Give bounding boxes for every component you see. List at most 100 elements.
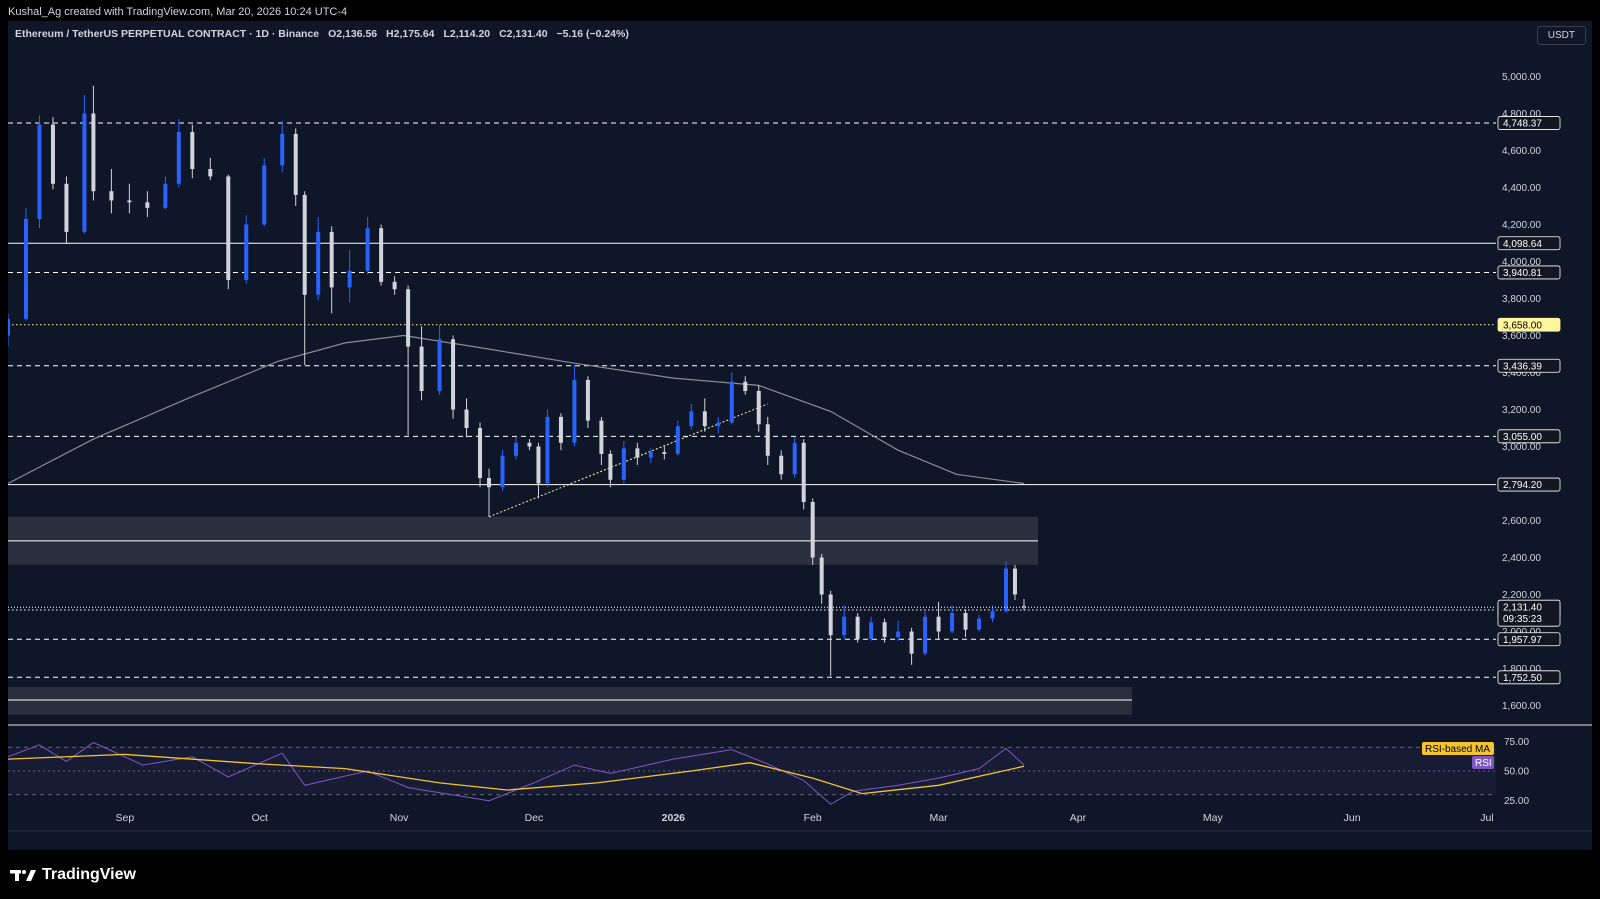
- price-level-label: 2,794.20: [1503, 480, 1542, 491]
- candle-body[interactable]: [190, 132, 195, 169]
- price-level-label: 3,658.00: [1503, 320, 1542, 331]
- candle-body[interactable]: [810, 502, 815, 558]
- candle-body[interactable]: [756, 391, 761, 425]
- candle-body[interactable]: [648, 452, 653, 458]
- candle-body[interactable]: [527, 442, 532, 447]
- candle-body[interactable]: [1012, 568, 1017, 595]
- price-axis-tick: 1,600.00: [1502, 701, 1541, 712]
- candle-body[interactable]: [990, 611, 995, 619]
- candle-body[interactable]: [792, 442, 797, 475]
- candle-body[interactable]: [923, 616, 928, 654]
- candle-body[interactable]: [163, 183, 168, 208]
- candle-body[interactable]: [635, 448, 640, 458]
- candle-body[interactable]: [406, 289, 411, 347]
- candle-body[interactable]: [819, 557, 824, 595]
- candle-body[interactable]: [365, 228, 370, 271]
- candle-body[interactable]: [869, 622, 874, 639]
- candle-body[interactable]: [347, 270, 352, 288]
- chart-svg[interactable]: 1,600.001,800.002,000.002,200.002,400.00…: [8, 21, 1592, 850]
- candle-body[interactable]: [572, 379, 577, 443]
- candle-body[interactable]: [37, 124, 42, 219]
- candle-body[interactable]: [379, 228, 384, 282]
- candle-body[interactable]: [329, 231, 334, 288]
- candle-body[interactable]: [8, 318, 10, 336]
- candle-body[interactable]: [176, 132, 181, 184]
- candle-body[interactable]: [896, 631, 901, 638]
- symbol-name: Ethereum / TetherUS PERPETUAL CONTRACT ·…: [15, 28, 320, 40]
- rsi-legend-label: RSI-based MA: [1425, 744, 1490, 755]
- chart-canvas[interactable]: 1,600.001,800.002,000.002,200.002,400.00…: [8, 21, 1592, 850]
- chart-credit: Kushal_Ag created with TradingView.com, …: [8, 6, 348, 18]
- candle-body[interactable]: [842, 616, 847, 636]
- candle-body[interactable]: [621, 448, 626, 480]
- candle-body[interactable]: [244, 224, 249, 281]
- candle-body[interactable]: [91, 113, 96, 192]
- candle-body[interactable]: [743, 381, 748, 391]
- candle-body[interactable]: [226, 176, 231, 280]
- candle-body[interactable]: [675, 426, 680, 454]
- currency-button[interactable]: USDT: [1536, 26, 1586, 45]
- candle-body[interactable]: [1021, 606, 1026, 608]
- candle-body[interactable]: [262, 165, 267, 225]
- price-axis-tick: 4,200.00: [1502, 220, 1541, 231]
- candle-body[interactable]: [208, 169, 213, 177]
- candle-body[interactable]: [464, 409, 469, 429]
- candle-body[interactable]: [779, 455, 784, 475]
- candle-body[interactable]: [487, 477, 492, 488]
- brand-logo: TradingView: [10, 866, 136, 884]
- candle-body[interactable]: [127, 200, 132, 203]
- symbol-header: Ethereum / TetherUS PERPETUAL CONTRACT ·…: [15, 28, 635, 40]
- candle-body[interactable]: [280, 133, 285, 166]
- candle-body[interactable]: [500, 455, 505, 488]
- candle-body[interactable]: [801, 442, 806, 502]
- candle-body[interactable]: [293, 133, 298, 195]
- candle-body[interactable]: [392, 281, 397, 290]
- candle-body[interactable]: [585, 379, 590, 421]
- candle-body[interactable]: [963, 613, 968, 630]
- price-level-label-box: [1497, 429, 1561, 444]
- tradingview-logo-icon: [10, 870, 36, 881]
- rsi-axis-tick: 75.00: [1504, 737, 1529, 748]
- candle-body[interactable]: [82, 113, 87, 232]
- price-axis-tick: 3,800.00: [1502, 294, 1541, 305]
- trendline[interactable]: [488, 403, 768, 518]
- candle-body[interactable]: [662, 452, 667, 454]
- price-level-label: 4,748.37: [1503, 119, 1542, 130]
- candle-body[interactable]: [316, 231, 321, 295]
- candle-body[interactable]: [936, 616, 941, 632]
- candle-body[interactable]: [478, 428, 483, 478]
- candle-body[interactable]: [702, 411, 707, 427]
- candle-body[interactable]: [545, 416, 550, 484]
- candle-body[interactable]: [558, 416, 563, 443]
- ohlc-close: C2,131.40: [499, 28, 548, 40]
- candle-body[interactable]: [1003, 568, 1008, 612]
- candle-body[interactable]: [977, 618, 982, 630]
- candle-body[interactable]: [950, 613, 955, 632]
- rsi-axis-tick: 25.00: [1504, 796, 1529, 807]
- candle-body[interactable]: [716, 422, 721, 427]
- candle-body[interactable]: [302, 194, 307, 295]
- candle-body[interactable]: [882, 622, 887, 638]
- candle-body[interactable]: [909, 631, 914, 654]
- price-level-label-box: [1497, 317, 1561, 332]
- candle-body[interactable]: [689, 411, 694, 427]
- candle-body[interactable]: [599, 420, 604, 454]
- candle-body[interactable]: [145, 202, 150, 208]
- candle-body[interactable]: [765, 424, 770, 456]
- candle-body[interactable]: [109, 191, 114, 201]
- candle-body[interactable]: [50, 124, 55, 184]
- candle-body[interactable]: [536, 446, 541, 484]
- candle-body[interactable]: [513, 442, 518, 456]
- candle-body[interactable]: [828, 594, 833, 636]
- bar-countdown-label: 09:35:23: [1503, 614, 1542, 625]
- candle-body[interactable]: [608, 453, 613, 480]
- candle-body[interactable]: [437, 339, 442, 391]
- price-level-label-box: [1497, 358, 1561, 373]
- candle-body[interactable]: [23, 218, 28, 319]
- price-axis-tick: 3,400.00: [1502, 368, 1541, 379]
- candle-body[interactable]: [64, 183, 69, 232]
- candle-body[interactable]: [419, 346, 424, 391]
- candle-body[interactable]: [729, 381, 734, 423]
- candle-body[interactable]: [855, 616, 860, 639]
- candle-body[interactable]: [451, 339, 456, 410]
